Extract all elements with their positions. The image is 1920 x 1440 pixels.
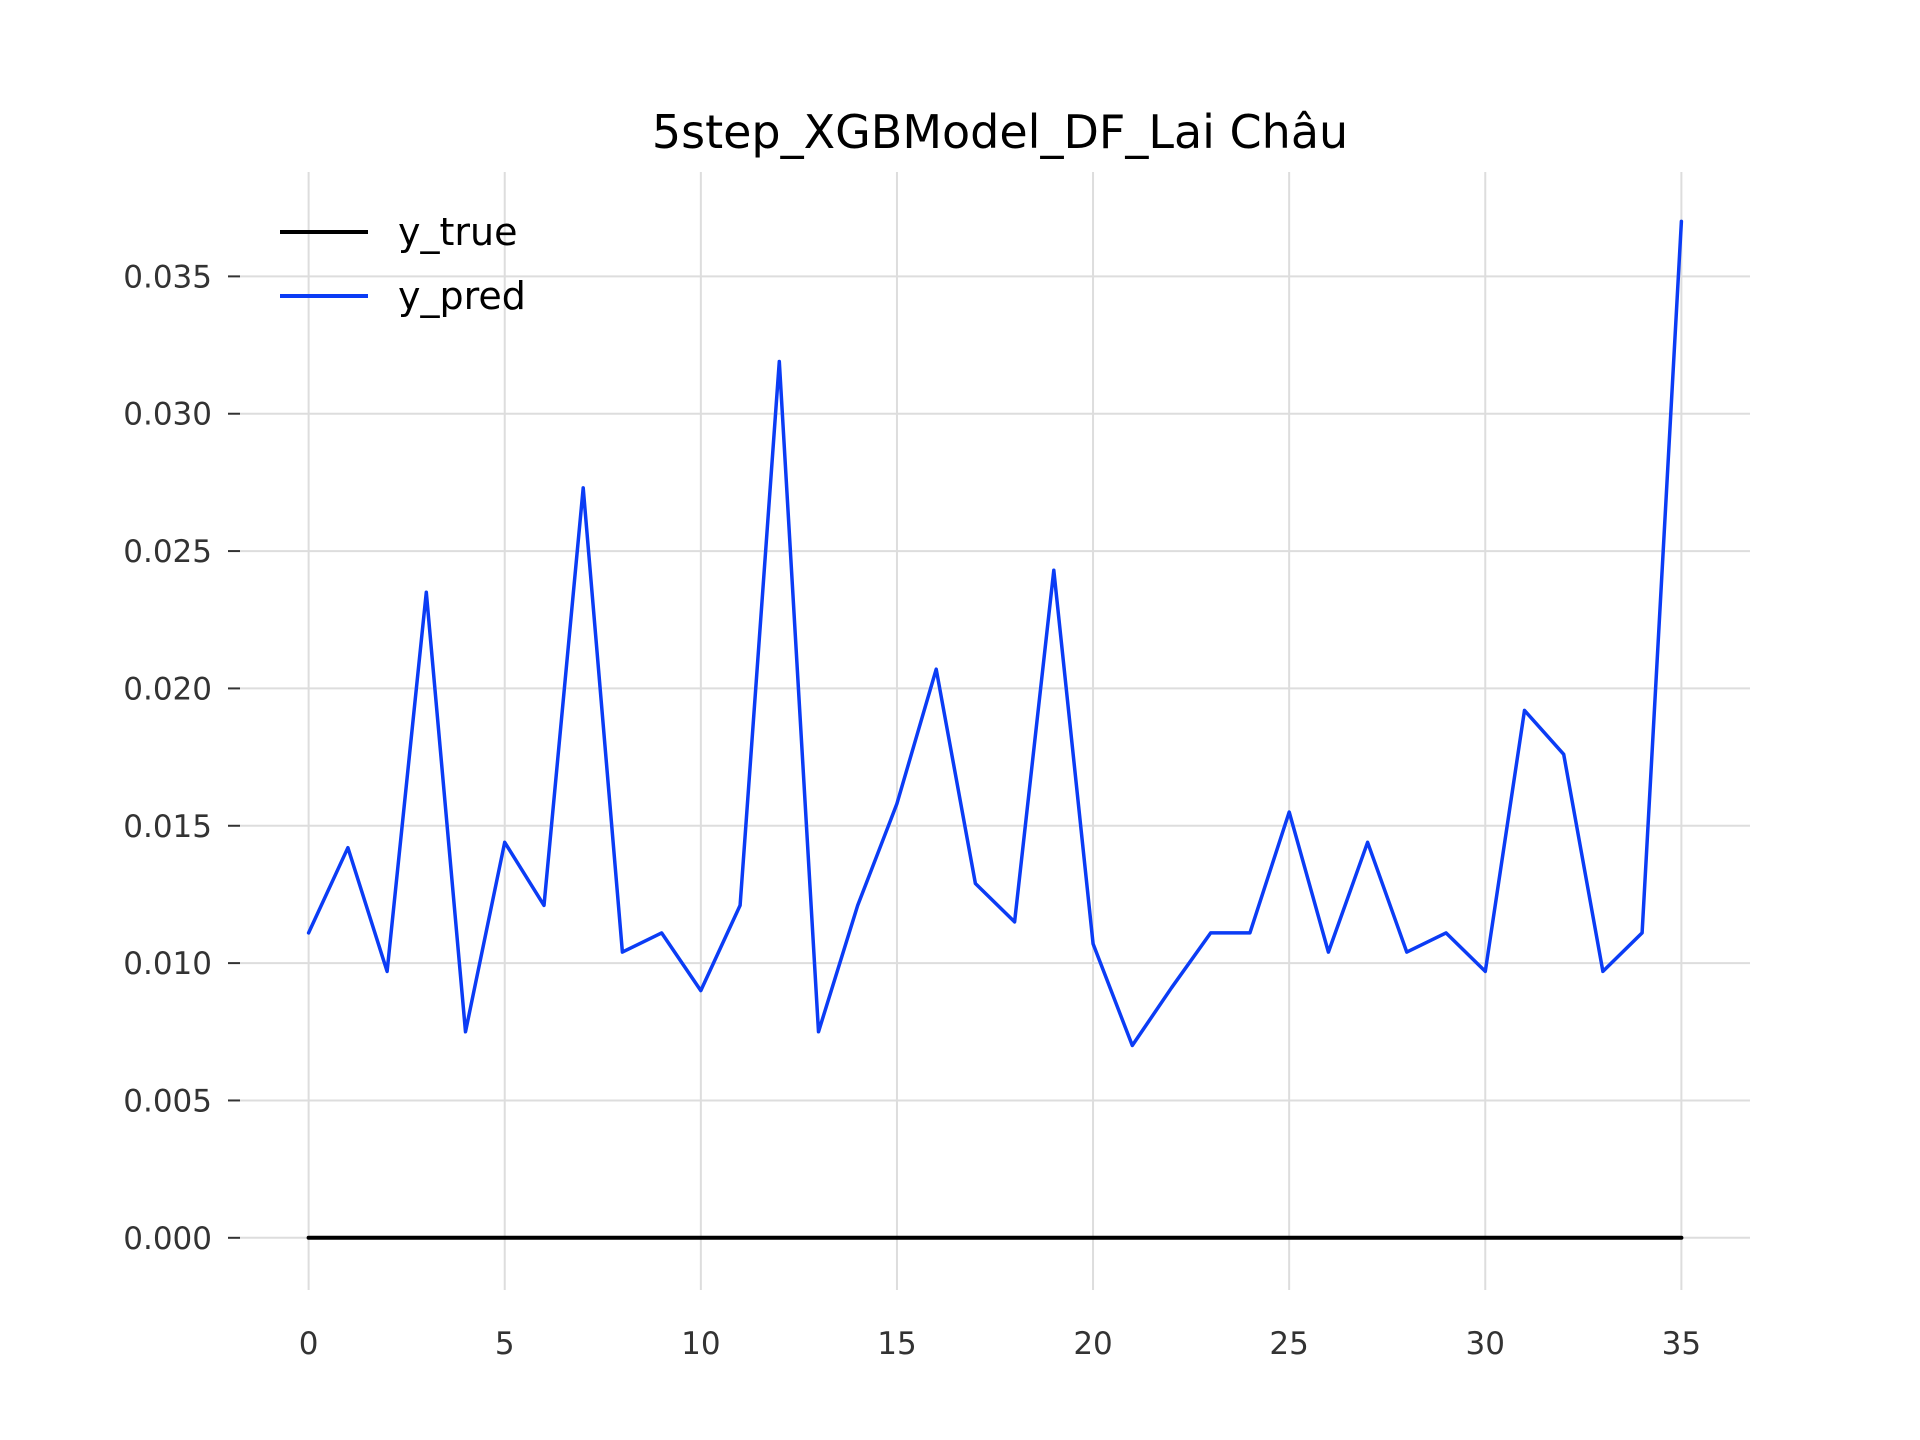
- data-point-y-true: [699, 1236, 703, 1240]
- data-point-y-pred: [542, 903, 546, 907]
- x-tick-label: 30: [1466, 1326, 1505, 1362]
- legend: y_true y_pred: [280, 210, 526, 318]
- data-point-y-true: [307, 1236, 311, 1240]
- data-point-y-pred: [503, 840, 507, 844]
- data-point-y-true: [1601, 1236, 1605, 1240]
- data-point-y-true: [1522, 1236, 1526, 1240]
- data-point-y-pred: [1326, 950, 1330, 954]
- data-point-y-pred: [973, 881, 977, 885]
- data-point-y-pred: [424, 590, 428, 594]
- data-point-y-true: [738, 1236, 742, 1240]
- data-point-y-true: [464, 1236, 468, 1240]
- data-point-y-pred: [934, 667, 938, 671]
- data-point-y-pred: [1640, 931, 1644, 935]
- data-point-y-true: [1679, 1236, 1683, 1240]
- y-tick-label: 0.025: [123, 534, 212, 570]
- data-point-y-true: [1326, 1236, 1330, 1240]
- data-point-y-true: [1287, 1236, 1291, 1240]
- data-point-y-pred: [856, 903, 860, 907]
- data-point-y-pred: [1679, 219, 1683, 223]
- data-point-y-pred: [1405, 950, 1409, 954]
- data-point-y-pred: [777, 360, 781, 364]
- data-point-y-pred: [1091, 942, 1095, 946]
- data-point-y-true: [1013, 1236, 1017, 1240]
- x-tick-label: 20: [1073, 1326, 1112, 1362]
- data-point-y-pred: [1248, 931, 1252, 935]
- data-point-y-true: [856, 1236, 860, 1240]
- data-point-y-true: [1483, 1236, 1487, 1240]
- x-tick-label: 15: [877, 1326, 916, 1362]
- data-point-y-true: [1169, 1236, 1173, 1240]
- data-point-y-pred: [1601, 969, 1605, 973]
- data-point-y-pred: [307, 931, 311, 935]
- data-point-y-pred: [1209, 931, 1213, 935]
- legend-label: y_pred: [398, 274, 526, 318]
- data-point-y-true: [581, 1236, 585, 1240]
- data-point-y-true: [542, 1236, 546, 1240]
- y-tick-label: 0.020: [123, 671, 212, 707]
- data-point-y-pred: [1522, 708, 1526, 712]
- series-line-y-pred: [306, 219, 1684, 1048]
- data-point-y-pred: [1483, 969, 1487, 973]
- data-point-y-true: [1405, 1236, 1409, 1240]
- data-point-y-true: [385, 1236, 389, 1240]
- y-tick-label: 0.015: [123, 809, 212, 845]
- data-point-y-true: [934, 1236, 938, 1240]
- data-point-y-pred: [895, 802, 899, 806]
- x-tick-label: 0: [299, 1326, 319, 1362]
- data-point-y-pred: [660, 931, 664, 935]
- data-point-y-true: [777, 1236, 781, 1240]
- legend-label: y_true: [398, 210, 517, 254]
- data-point-y-true: [1248, 1236, 1252, 1240]
- axes: 0 5 10 15 20 25 30 35 0.000 0.005 0.010 0.015 0.020 0…: [123, 259, 1701, 1362]
- data-point-y-pred: [1562, 752, 1566, 756]
- data-point-y-true: [1444, 1236, 1448, 1240]
- data-point-y-true: [620, 1236, 624, 1240]
- data-point-y-pred: [1052, 568, 1056, 572]
- series-lines: [306, 219, 1684, 1240]
- x-tick-label: 10: [681, 1326, 720, 1362]
- data-point-y-true: [1640, 1236, 1644, 1240]
- data-point-y-true: [1366, 1236, 1370, 1240]
- data-point-y-true: [424, 1236, 428, 1240]
- data-point-y-true: [1130, 1236, 1134, 1240]
- data-point-y-pred: [699, 989, 703, 993]
- y-tick-label: 0.030: [123, 397, 212, 433]
- data-point-y-pred: [738, 903, 742, 907]
- data-point-y-true: [503, 1236, 507, 1240]
- y-tick-label: 0.010: [123, 946, 212, 982]
- grid-lines: [240, 172, 1750, 1290]
- data-point-y-pred: [620, 950, 624, 954]
- y-tick-label: 0.005: [123, 1083, 212, 1119]
- data-point-y-true: [1209, 1236, 1213, 1240]
- data-point-y-pred: [1130, 1044, 1134, 1048]
- data-point-y-pred: [385, 969, 389, 973]
- data-point-y-pred: [581, 486, 585, 490]
- data-point-y-pred: [1169, 986, 1173, 990]
- y-tick-label: 0.035: [123, 259, 212, 295]
- data-point-y-true: [1052, 1236, 1056, 1240]
- data-point-y-pred: [1287, 810, 1291, 814]
- data-point-y-pred: [464, 1030, 468, 1034]
- data-point-y-true: [346, 1236, 350, 1240]
- data-point-y-true: [1091, 1236, 1095, 1240]
- data-point-y-pred: [817, 1030, 821, 1034]
- x-tick-label: 25: [1269, 1326, 1308, 1362]
- data-point-y-true: [973, 1236, 977, 1240]
- data-point-y-pred: [1013, 920, 1017, 924]
- data-point-y-true: [817, 1236, 821, 1240]
- data-point-y-true: [895, 1236, 899, 1240]
- chart-title: 5step_XGBModel_DF_Lai Châu: [652, 105, 1348, 159]
- data-point-y-true: [1562, 1236, 1566, 1240]
- data-point-y-pred: [1366, 840, 1370, 844]
- x-tick-label: 35: [1662, 1326, 1701, 1362]
- data-point-y-pred: [1444, 931, 1448, 935]
- data-point-y-true: [660, 1236, 664, 1240]
- data-point-y-pred: [346, 846, 350, 850]
- x-tick-label: 5: [495, 1326, 515, 1362]
- y-tick-label: 0.000: [123, 1221, 212, 1257]
